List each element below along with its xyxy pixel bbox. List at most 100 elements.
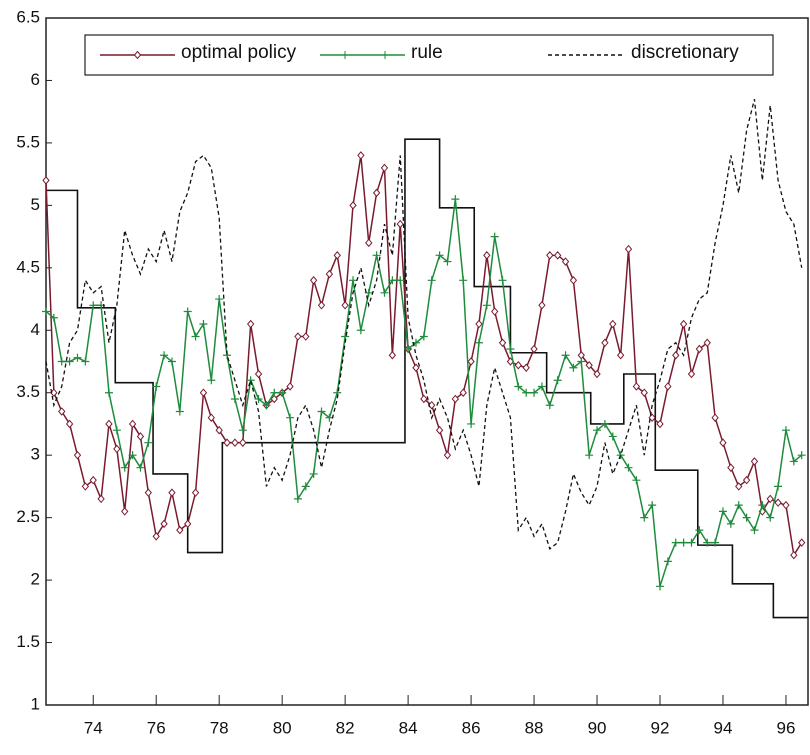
plus-marker <box>104 388 113 397</box>
diamond-marker <box>491 307 499 316</box>
legend-marker <box>341 51 349 59</box>
diamond-marker <box>199 388 208 397</box>
plus-marker <box>120 463 129 472</box>
diamond-marker <box>412 363 420 373</box>
diamond-marker <box>554 251 562 260</box>
y-tick-label: 3 <box>31 445 40 464</box>
plus-marker <box>207 376 216 385</box>
plus-marker <box>356 326 365 335</box>
diamond-marker <box>522 363 530 373</box>
plus-marker <box>396 276 405 285</box>
plus-marker <box>687 538 696 547</box>
diamond-marker <box>270 394 278 404</box>
plus-marker <box>230 394 239 403</box>
plus-marker <box>451 195 460 204</box>
plus-marker <box>42 307 50 316</box>
plus-marker <box>616 451 625 460</box>
plus-marker <box>65 357 74 366</box>
plus-marker <box>349 276 358 285</box>
diamond-marker <box>766 494 774 504</box>
diamond-marker <box>184 519 192 529</box>
legend: optimal policy rule discretionary <box>84 34 774 76</box>
legend-marker <box>133 50 142 60</box>
diamond-marker <box>73 450 82 460</box>
plus-marker <box>380 288 389 297</box>
plus-marker <box>593 426 602 435</box>
diamond-marker <box>648 413 656 422</box>
x-tick-label: 90 <box>588 718 607 737</box>
plus-marker <box>774 482 783 491</box>
plus-marker <box>474 338 483 347</box>
plus-marker <box>766 513 775 522</box>
plus-marker <box>726 519 735 528</box>
plus-marker <box>742 513 751 522</box>
plus-marker <box>656 582 665 591</box>
plus-marker <box>254 394 263 403</box>
plus-marker <box>427 276 436 285</box>
diamond-marker <box>65 419 74 429</box>
diamond-marker <box>443 450 452 460</box>
y-tick-label: 4.5 <box>16 257 40 276</box>
diamond-marker <box>624 244 633 254</box>
diamond-marker <box>317 301 326 310</box>
plus-marker <box>435 251 444 260</box>
diamond-marker <box>656 419 664 429</box>
plus-marker <box>703 538 712 547</box>
plus-marker <box>175 407 184 416</box>
diamond-marker <box>664 382 672 391</box>
plus-marker <box>695 526 704 535</box>
y-tick-label: 2 <box>31 570 40 589</box>
diamond-marker <box>380 163 389 173</box>
plus-marker <box>317 407 326 416</box>
diamond-marker <box>302 332 310 341</box>
diamond-marker <box>144 488 152 497</box>
diamond-marker <box>294 332 302 341</box>
step-line <box>46 138 808 619</box>
diamond-marker <box>215 425 223 435</box>
diamond-marker <box>136 432 145 441</box>
plus-marker <box>364 288 373 297</box>
diamond-marker <box>498 338 507 348</box>
legend-marker <box>381 51 389 59</box>
plus-marker <box>270 388 279 397</box>
diamond-marker <box>372 188 381 198</box>
plus-marker <box>718 507 727 516</box>
diamond-marker <box>546 251 554 260</box>
plus-marker <box>679 538 688 547</box>
plus-marker <box>73 353 82 362</box>
plus-marker <box>286 413 295 422</box>
legend-label: discretionary <box>631 42 739 63</box>
plus-marker <box>57 357 66 366</box>
plus-marker <box>191 332 200 341</box>
diamond-marker <box>207 413 215 422</box>
plus-marker <box>608 432 617 441</box>
diamond-marker <box>309 276 318 285</box>
x-tick-label: 74 <box>84 718 103 737</box>
diamond-marker <box>58 407 66 416</box>
diamond-marker <box>719 438 727 447</box>
diamond-marker <box>152 532 160 541</box>
diamond-marker <box>105 419 113 429</box>
diamond-marker <box>616 350 625 360</box>
x-tick-label: 76 <box>147 718 166 737</box>
diamond-marker <box>128 419 137 429</box>
plus-marker <box>781 426 790 435</box>
plus-marker <box>671 538 680 547</box>
x-tick-label: 96 <box>776 718 795 737</box>
diamond-marker <box>160 519 168 529</box>
x-tick-label: 86 <box>462 718 481 737</box>
plus-marker <box>49 313 58 322</box>
diamond-marker <box>286 382 294 391</box>
plus-marker <box>372 251 381 260</box>
plus-marker <box>293 494 302 503</box>
plus-marker <box>152 382 161 391</box>
diamond-marker <box>727 463 735 472</box>
x-tick-label: 88 <box>525 718 544 737</box>
y-tick-label: 5.5 <box>16 132 40 151</box>
y-tick-label: 4 <box>31 320 40 339</box>
diamond-marker <box>742 475 751 485</box>
plus-marker <box>600 419 609 428</box>
diamond-marker <box>593 369 601 379</box>
plus-marker <box>624 463 633 472</box>
diamond-marker <box>341 301 349 310</box>
